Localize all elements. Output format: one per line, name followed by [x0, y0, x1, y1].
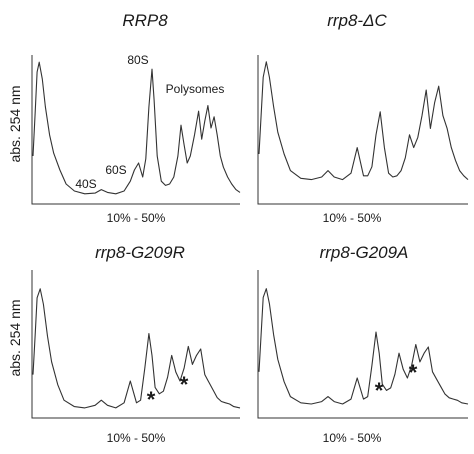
- axis-lines: [257, 270, 468, 419]
- gradient-label: 10% - 50%: [107, 211, 166, 225]
- panel-rrp8-g209a: rrp8-G209A 10% - 50% * *: [257, 243, 469, 445]
- gradient-label: 10% - 50%: [323, 211, 382, 225]
- asterisk-marker: *: [375, 378, 384, 403]
- polysomes-label: Polysomes: [166, 82, 225, 96]
- panel-rrp8: RRP8 abs. 254 nm 10% - 50% 40S 60S 80S P…: [7, 11, 241, 225]
- panel-rrp8-g209r: rrp8-G209R abs. 254 nm 10% - 50% * *: [7, 243, 241, 445]
- axis-lines: [31, 55, 240, 205]
- absorbance-trace: [32, 61, 241, 195]
- y-axis-label: abs. 254 nm: [7, 299, 23, 376]
- panel-title: rrp8-ΔC: [327, 11, 387, 30]
- absorbance-trace: [258, 61, 469, 181]
- gradient-label: 10% - 50%: [107, 431, 166, 445]
- absorbance-trace: [258, 288, 469, 405]
- panel-title: rrp8-G209A: [320, 243, 409, 262]
- peak-label-60s: 60S: [105, 163, 126, 177]
- peak-label-80s: 80S: [127, 53, 148, 67]
- asterisk-marker: *: [409, 360, 418, 385]
- axis-lines: [31, 270, 240, 419]
- y-axis-label: abs. 254 nm: [7, 85, 23, 162]
- panel-title: rrp8-G209R: [95, 243, 185, 262]
- gradient-label: 10% - 50%: [323, 431, 382, 445]
- absorbance-trace: [32, 288, 241, 409]
- axis-lines: [257, 55, 468, 205]
- panel-title: RRP8: [122, 11, 168, 30]
- asterisk-marker: *: [147, 387, 156, 412]
- panel-rrp8-delta-c: rrp8-ΔC 10% - 50%: [257, 11, 469, 225]
- peak-label-40s: 40S: [75, 177, 96, 191]
- asterisk-marker: *: [180, 372, 189, 397]
